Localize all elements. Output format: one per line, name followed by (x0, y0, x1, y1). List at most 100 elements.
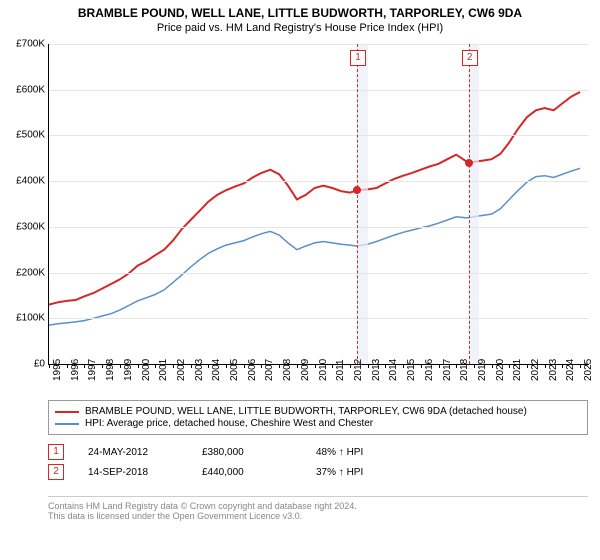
events-table: 1 24-MAY-2012 £380,000 48% ↑ HPI 2 14-SEP-201… (48, 440, 588, 484)
x-axis-tick (456, 364, 457, 368)
legend-swatch-hpi (55, 423, 79, 425)
x-axis-label: 2024 (565, 359, 576, 381)
x-axis-label: 2008 (282, 359, 293, 381)
gridline-h (49, 90, 589, 91)
x-axis-tick (562, 364, 563, 368)
x-axis-label: 2006 (247, 359, 258, 381)
chart-subtitle: Price paid vs. HM Land Registry's House … (0, 20, 600, 38)
y-axis-label: £200K (5, 267, 45, 278)
x-axis-tick (155, 364, 156, 368)
event-pct: 37% ↑ HPI (316, 467, 406, 478)
x-axis-tick (368, 364, 369, 368)
y-axis-label: £100K (5, 313, 45, 324)
x-axis-tick (191, 364, 192, 368)
x-axis-label: 2002 (176, 359, 187, 381)
x-axis-label: 1998 (105, 359, 116, 381)
x-axis-tick (403, 364, 404, 368)
legend-label-hpi: HPI: Average price, detached house, Ches… (85, 418, 373, 429)
x-axis-tick (421, 364, 422, 368)
y-axis-label: £500K (5, 130, 45, 141)
x-axis-label: 2000 (141, 359, 152, 381)
x-axis-label: 1996 (70, 359, 81, 381)
x-axis-label: 2017 (442, 359, 453, 381)
x-axis-tick (120, 364, 121, 368)
y-axis-label: £400K (5, 176, 45, 187)
legend-row-price: BRAMBLE POUND, WELL LANE, LITTLE BUDWORT… (55, 406, 581, 417)
x-axis-label: 2022 (530, 359, 541, 381)
event-pct: 48% ↑ HPI (316, 447, 406, 458)
x-axis-label: 1995 (52, 359, 63, 381)
x-axis-label: 2009 (300, 359, 311, 381)
attribution-footer: Contains HM Land Registry data © Crown c… (48, 496, 588, 521)
x-axis-label: 2021 (512, 359, 523, 381)
gridline-h (49, 227, 589, 228)
x-axis-tick (527, 364, 528, 368)
footer-line-1: Contains HM Land Registry data © Crown c… (48, 501, 588, 511)
footer-line-2: This data is licensed under the Open Gov… (48, 511, 588, 521)
x-axis-label: 2005 (229, 359, 240, 381)
x-axis-tick (509, 364, 510, 368)
series-hpi (49, 168, 580, 325)
x-axis-tick (545, 364, 546, 368)
event-marker-inline: 1 (48, 444, 64, 460)
x-axis-label: 2013 (371, 359, 382, 381)
event-price: £440,000 (202, 467, 292, 478)
x-axis-label: 2004 (211, 359, 222, 381)
x-axis-tick (332, 364, 333, 368)
shaded-band (469, 44, 480, 364)
x-axis-label: 2014 (388, 359, 399, 381)
x-axis-tick (279, 364, 280, 368)
x-axis-tick (439, 364, 440, 368)
x-axis-tick (492, 364, 493, 368)
event-date: 24-MAY-2012 (88, 447, 178, 458)
y-axis-label: £600K (5, 84, 45, 95)
legend-label-price: BRAMBLE POUND, WELL LANE, LITTLE BUDWORT… (85, 406, 527, 417)
x-axis-tick (173, 364, 174, 368)
gridline-h (49, 273, 589, 274)
event-vline (469, 44, 470, 364)
x-axis-label: 1999 (123, 359, 134, 381)
gridline-h (49, 318, 589, 319)
chart-title: BRAMBLE POUND, WELL LANE, LITTLE BUDWORT… (0, 0, 600, 20)
event-vline (357, 44, 358, 364)
event-marker-inline: 2 (48, 464, 64, 480)
x-axis-label: 2012 (353, 359, 364, 381)
x-axis-tick (297, 364, 298, 368)
gridline-h (49, 135, 589, 136)
gridline-h (49, 181, 589, 182)
chart-container: BRAMBLE POUND, WELL LANE, LITTLE BUDWORT… (0, 0, 600, 560)
event-dot (465, 159, 473, 167)
legend-row-hpi: HPI: Average price, detached house, Ches… (55, 418, 581, 429)
event-price: £380,000 (202, 447, 292, 458)
x-axis-tick (244, 364, 245, 368)
legend-box: BRAMBLE POUND, WELL LANE, LITTLE BUDWORT… (48, 400, 588, 435)
legend-swatch-price (55, 411, 79, 413)
x-axis-label: 2019 (477, 359, 488, 381)
event-marker: 1 (350, 50, 366, 66)
x-axis-tick (84, 364, 85, 368)
event-row: 2 14-SEP-2018 £440,000 37% ↑ HPI (48, 464, 588, 480)
gridline-h (49, 44, 589, 45)
x-axis-tick (67, 364, 68, 368)
x-axis-label: 2007 (264, 359, 275, 381)
event-row: 1 24-MAY-2012 £380,000 48% ↑ HPI (48, 444, 588, 460)
x-axis-tick (226, 364, 227, 368)
plot-area: £0£100K£200K£300K£400K£500K£600K£700K199… (48, 44, 589, 365)
x-axis-label: 2003 (194, 359, 205, 381)
x-axis-tick (350, 364, 351, 368)
x-axis-tick (261, 364, 262, 368)
line-series-svg (49, 44, 589, 364)
event-date: 14-SEP-2018 (88, 467, 178, 478)
x-axis-label: 2020 (495, 359, 506, 381)
y-axis-label: £700K (5, 39, 45, 50)
x-axis-tick (580, 364, 581, 368)
event-marker: 2 (462, 50, 478, 66)
x-axis-label: 2025 (583, 359, 594, 381)
x-axis-label: 2010 (318, 359, 329, 381)
y-axis-label: £300K (5, 221, 45, 232)
x-axis-label: 1997 (87, 359, 98, 381)
x-axis-label: 2016 (424, 359, 435, 381)
x-axis-label: 2011 (335, 359, 346, 381)
x-axis-tick (315, 364, 316, 368)
event-dot (353, 186, 361, 194)
